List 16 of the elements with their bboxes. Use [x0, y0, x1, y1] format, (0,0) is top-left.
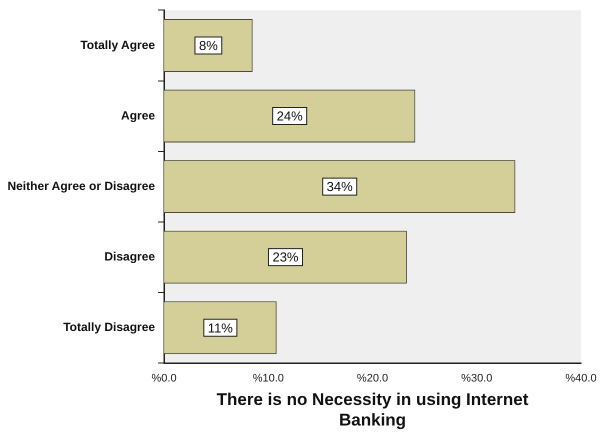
- data-label: 8%: [198, 38, 218, 54]
- y-tick-label: Agree: [121, 108, 156, 122]
- y-tick-label: Totally Agree: [80, 38, 156, 52]
- data-label: 24%: [276, 108, 304, 124]
- data-label: 11%: [208, 320, 234, 336]
- x-tick-label: %10.0: [252, 372, 284, 385]
- data-label: 34%: [326, 179, 354, 194]
- x-tick-label: %20.0: [356, 372, 388, 385]
- x-tick-label: %30.0: [461, 372, 492, 385]
- x-axis-title: There is no Necessity in using Internet Banking: [216, 390, 529, 430]
- x-tick-label: %40.0: [565, 372, 597, 385]
- x-tick-label: %0.0: [152, 372, 177, 385]
- data-label: 23%: [272, 250, 299, 265]
- y-tick-label: Totally Disagree: [63, 320, 156, 334]
- y-tick-label: Disagree: [104, 249, 156, 264]
- y-tick-label: Neither Agree or Disagree: [7, 178, 156, 193]
